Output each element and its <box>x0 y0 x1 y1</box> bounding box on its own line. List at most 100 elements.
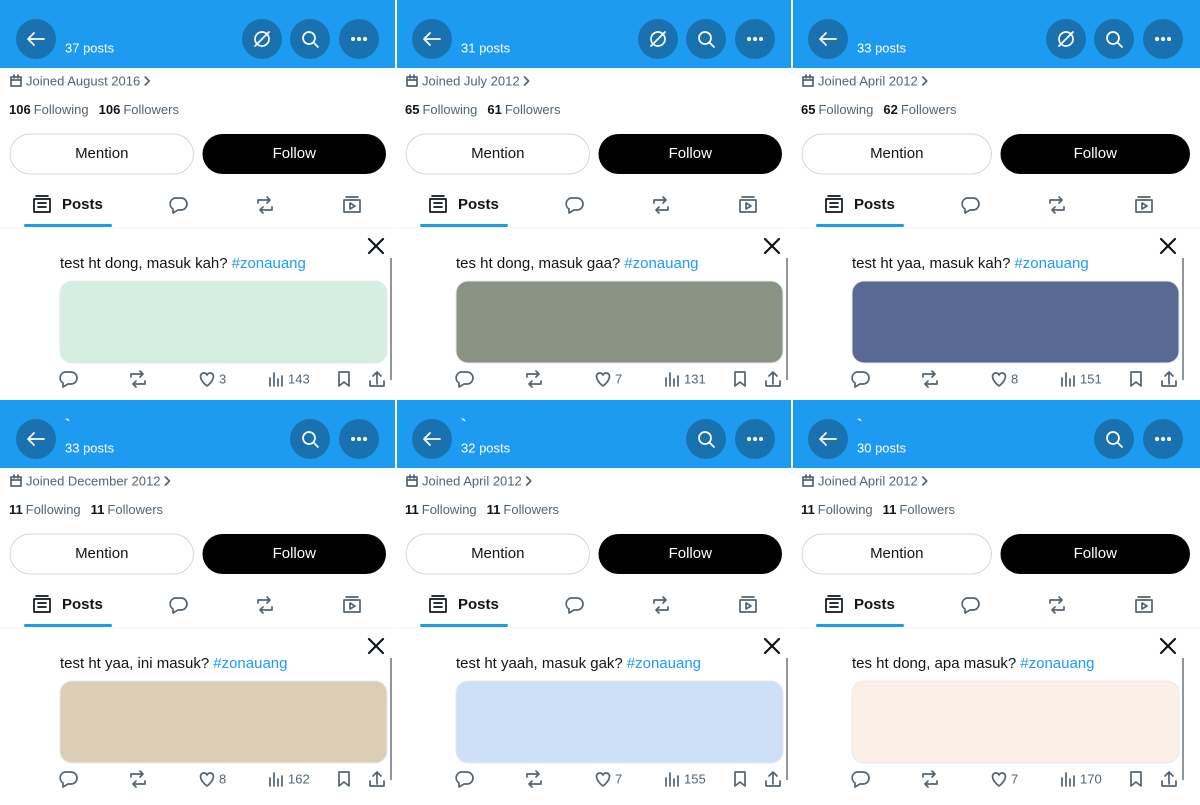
mention-button[interactable] <box>9 133 194 175</box>
hashtag[interactable]: #zonauang <box>213 655 287 672</box>
mention-button[interactable] <box>801 533 992 575</box>
hashtag[interactable]: #zonauang <box>232 255 306 272</box>
follow-button[interactable] <box>598 134 783 174</box>
joined-date: Joined December 2012 <box>26 473 160 488</box>
follow-counts: 11 Following 11 Followers <box>405 502 560 517</box>
follow-counts: 106 Following 106 Followers <box>9 102 179 117</box>
posts-tab[interactable]: Posts <box>854 196 895 213</box>
posts-tab[interactable]: Posts <box>854 596 895 613</box>
like-count: 8 <box>219 771 226 786</box>
follow-button[interactable] <box>202 534 387 574</box>
reply-action <box>851 371 870 388</box>
like-action <box>991 772 1007 787</box>
following-label[interactable]: Following <box>34 102 89 117</box>
hashtag[interactable]: #zonauang <box>1020 655 1094 672</box>
like-count: 8 <box>1011 371 1018 386</box>
tweet-image[interactable] <box>59 680 388 764</box>
following-label[interactable]: Following <box>422 502 477 517</box>
mention-label: Mention <box>870 145 923 162</box>
posts-tab[interactable]: Posts <box>458 196 499 213</box>
followers-label[interactable]: Followers <box>899 502 955 517</box>
search-button[interactable] <box>290 19 330 59</box>
header-bar <box>396 400 792 468</box>
media-tab <box>343 596 361 613</box>
bookmark-action <box>734 371 746 387</box>
follow-button[interactable] <box>1000 534 1191 574</box>
follow-label: Follow <box>1074 145 1118 162</box>
share-action <box>369 771 385 787</box>
calendar-icon <box>802 74 814 87</box>
posts-tab-icon <box>825 595 843 613</box>
reply-action <box>59 771 78 788</box>
tweet-body: tes ht dong, apa masuk? <box>852 655 1016 672</box>
mention-button[interactable] <box>801 133 992 175</box>
search-button[interactable] <box>290 419 330 459</box>
repost-action <box>130 770 146 788</box>
search-button-icon <box>1106 31 1123 48</box>
followers-label[interactable]: Followers <box>123 102 179 117</box>
views-action <box>665 372 679 387</box>
followers-count: 106 <box>99 102 121 117</box>
follow-button[interactable] <box>1000 134 1191 174</box>
posts-tab[interactable]: Posts <box>62 196 103 213</box>
grok-button-icon <box>254 31 270 47</box>
like-action <box>199 372 215 387</box>
post-count: 33 posts <box>65 440 115 455</box>
hashtag[interactable]: #zonauang <box>627 655 701 672</box>
x-logo <box>367 637 385 655</box>
hashtag[interactable]: #zonauang <box>1014 255 1088 272</box>
search-button-icon <box>1106 431 1123 448</box>
follow-button[interactable] <box>598 534 783 574</box>
tweet-image[interactable] <box>455 680 784 764</box>
following-count: 65 <box>405 102 419 117</box>
header-bar <box>792 400 1200 468</box>
reposts-tab <box>257 596 273 614</box>
search-button[interactable] <box>686 19 726 59</box>
mention-button[interactable] <box>9 533 194 575</box>
search-button[interactable] <box>1094 419 1134 459</box>
followers-label[interactable]: Followers <box>503 502 559 517</box>
views-action <box>1061 772 1075 787</box>
hashtag[interactable]: #zonauang <box>624 255 698 272</box>
tweet-image[interactable] <box>59 280 388 364</box>
followers-label[interactable]: Followers <box>107 502 163 517</box>
mention-button[interactable] <box>405 533 590 575</box>
joined-chevron <box>523 76 530 86</box>
follow-counts: 11 Following 11 Followers <box>801 502 956 517</box>
bookmark-action <box>338 371 350 387</box>
back-button-icon <box>819 32 837 46</box>
tweet-image[interactable] <box>851 280 1180 364</box>
reply-action <box>59 371 78 388</box>
media-tab <box>1135 196 1153 213</box>
posts-tab-icon <box>429 195 447 213</box>
following-label[interactable]: Following <box>26 502 81 517</box>
media-tab <box>739 196 757 213</box>
tweet-image[interactable] <box>455 280 784 364</box>
post-count: 30 posts <box>857 440 907 455</box>
posts-tab-icon <box>33 195 51 213</box>
search-button-icon <box>698 431 715 448</box>
views-action <box>1061 372 1075 387</box>
tweet-image[interactable] <box>851 680 1180 764</box>
joined-date: Joined April 2012 <box>818 473 918 488</box>
posts-tab[interactable]: Posts <box>62 596 103 613</box>
tweet-body: test ht yaa, masuk kah? <box>852 255 1010 272</box>
header-bar <box>792 0 1200 68</box>
followers-label[interactable]: Followers <box>505 102 561 117</box>
following-label[interactable]: Following <box>818 502 873 517</box>
following-label[interactable]: Following <box>422 102 477 117</box>
post-count: 31 posts <box>461 40 511 55</box>
follow-button[interactable] <box>202 134 387 174</box>
search-button[interactable] <box>686 419 726 459</box>
reposts-tab <box>1049 596 1065 614</box>
reposts-tab <box>1049 196 1065 214</box>
followers-label[interactable]: Followers <box>901 102 957 117</box>
following-count: 11 <box>801 502 815 517</box>
views-action <box>269 772 283 787</box>
following-label[interactable]: Following <box>818 102 873 117</box>
posts-tab[interactable]: Posts <box>458 596 499 613</box>
like-count: 3 <box>219 371 226 386</box>
mention-button[interactable] <box>405 133 590 175</box>
search-button[interactable] <box>1094 19 1134 59</box>
